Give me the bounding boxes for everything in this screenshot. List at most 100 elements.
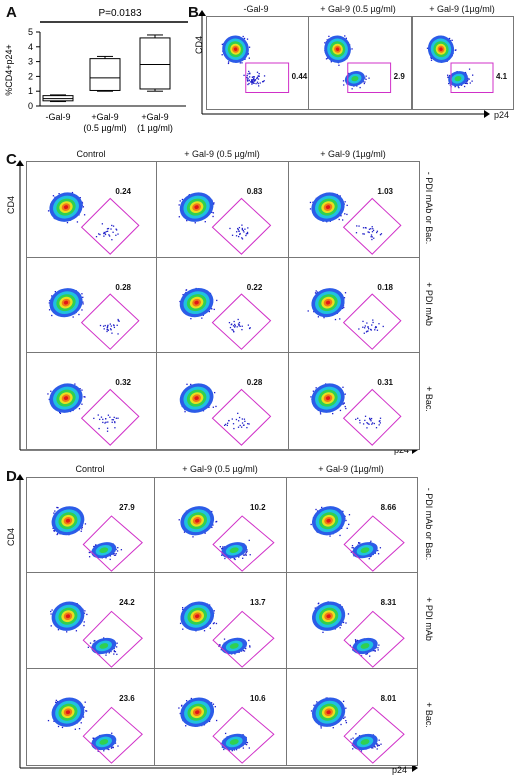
- panel-d-col-3: + Gal-9 (1µg/ml): [318, 464, 384, 474]
- p24-gate: [343, 515, 405, 572]
- panel-c-col-3: + Gal-9 (1µg/ml): [320, 149, 386, 159]
- p24-gate: [343, 610, 405, 668]
- gate-value: 0.83: [246, 186, 263, 196]
- scatter-density: [310, 697, 405, 764]
- scatter-density: [47, 383, 140, 446]
- y-tick-label: 3: [28, 57, 33, 67]
- box-3: [139, 34, 171, 92]
- gate-value: 27.9: [119, 502, 135, 512]
- p24-gate: [212, 706, 275, 764]
- density-hotspot: [51, 601, 117, 655]
- scatter-density: [179, 383, 272, 446]
- p24-gate: [211, 388, 272, 446]
- scatter-density: [221, 35, 290, 93]
- gate-value: 0.44: [291, 72, 308, 82]
- gate-value: 8.31: [380, 597, 397, 607]
- p24-gate: [82, 515, 143, 572]
- y-tick-label: 1: [28, 86, 33, 96]
- p24-gate: [211, 293, 272, 350]
- density-hotspot: [179, 288, 214, 318]
- gate-value: 24.2: [119, 597, 135, 607]
- panel-d-row-label-3: + Bac.: [424, 702, 434, 728]
- panel-c-plot-r3-c2: 0.28: [156, 352, 290, 450]
- p24-gate: [80, 293, 140, 350]
- y-tick-label: 2: [28, 71, 33, 81]
- p24-gate: [82, 610, 143, 668]
- box-body: [139, 37, 171, 90]
- p24-gate: [342, 293, 402, 350]
- panel-d-col-2: + Gal-9 (0.5 µg/ml): [182, 464, 258, 474]
- group-label-3b: (1 µg/ml): [137, 123, 173, 133]
- box-1: [42, 94, 74, 103]
- p24-gate: [80, 388, 140, 446]
- gate-value: 13.7: [250, 597, 266, 607]
- p24-gate: [212, 610, 275, 668]
- density-hotspot: [180, 697, 248, 751]
- density-hotspot: [311, 601, 378, 655]
- p24-gate: [450, 62, 494, 93]
- density-hotspot: [179, 383, 214, 413]
- gate-value: 0.24: [115, 186, 131, 196]
- panel-c-row-label-1: - PDI mAb or Bac.: [424, 171, 434, 245]
- panel-b-x-title: p24: [494, 110, 510, 120]
- scatter-density: [324, 35, 392, 93]
- panel-d-axes: [16, 474, 418, 772]
- panel-c-plot-r3-c3: 0.31: [288, 352, 420, 450]
- density-hotspot: [49, 383, 83, 413]
- scatter-density: [179, 287, 272, 350]
- panel-d-col-1: Control: [75, 464, 105, 474]
- gate-value: 0.28: [115, 282, 131, 292]
- scatter-density: [47, 697, 143, 764]
- panel-c-label: C: [6, 151, 17, 168]
- panel-d-plot-r2-c3: 8.31: [286, 572, 418, 670]
- panel-a-label: A: [6, 4, 17, 21]
- scatter-density: [309, 192, 402, 255]
- density-hotspot: [311, 697, 378, 751]
- density-hotspot: [49, 288, 83, 318]
- panel-b-plot-1: 0.44: [206, 16, 310, 110]
- y-tick-label: 0: [28, 101, 33, 111]
- panel-c-row-label-2: + PDI mAb: [424, 281, 434, 326]
- y-axis-title: %CD4+p24+: [4, 44, 14, 96]
- panel-d-plot-r1-c1: 27.9: [26, 477, 156, 574]
- scatter-density: [48, 288, 140, 350]
- group-label-2b: (0.5 µg/ml): [83, 123, 126, 133]
- p24-gate: [212, 515, 275, 572]
- panel-c-plot-r3-c1: 0.32: [26, 352, 158, 450]
- panel-d-plot-r1-c3: 8.66: [286, 477, 418, 574]
- gate-value: 1.03: [377, 186, 393, 196]
- gate-value: 0.32: [115, 377, 131, 387]
- p24-gate: [245, 62, 290, 93]
- density-hotspot: [180, 601, 248, 655]
- scatter-density: [51, 506, 143, 572]
- panel-b-col-3: + Gal-9 (1µg/ml): [429, 4, 495, 14]
- gate-value: 2.9: [393, 72, 405, 82]
- density-hotspot: [311, 506, 378, 559]
- scatter-density: [50, 601, 143, 668]
- panel-c-col-1: Control: [76, 149, 106, 159]
- p24-gate: [343, 706, 405, 764]
- density-hotspot: [179, 192, 214, 222]
- panel-d-plot-r2-c1: 24.2: [26, 572, 156, 670]
- gate-value: 0.31: [377, 377, 393, 387]
- y-tick-label: 4: [28, 42, 33, 52]
- gate-value: 23.6: [119, 693, 135, 703]
- panel-c-row-label-3: + Bac.: [424, 386, 434, 412]
- density-hotspot: [49, 192, 83, 222]
- scatter-density: [310, 506, 405, 572]
- panel-d-plot-r1-c2: 10.2: [154, 477, 288, 574]
- scatter-density: [307, 288, 402, 350]
- panel-d-row-label-2: + PDI mAb: [424, 597, 434, 641]
- scatter-density: [178, 506, 275, 572]
- density-hotspot: [51, 506, 117, 559]
- gate-value: 8.01: [380, 693, 397, 703]
- box-2: [89, 55, 121, 92]
- gate-value: 10.2: [250, 502, 266, 512]
- panel-d-plot-r2-c2: 13.7: [154, 572, 288, 670]
- panel-b-plot-3: 4.1: [412, 16, 514, 110]
- scatter-density: [310, 383, 402, 446]
- gate-value: 0.18: [377, 282, 393, 292]
- panel-c-plot-r2-c2: 0.22: [156, 257, 290, 354]
- gate-value: 0.28: [246, 377, 263, 387]
